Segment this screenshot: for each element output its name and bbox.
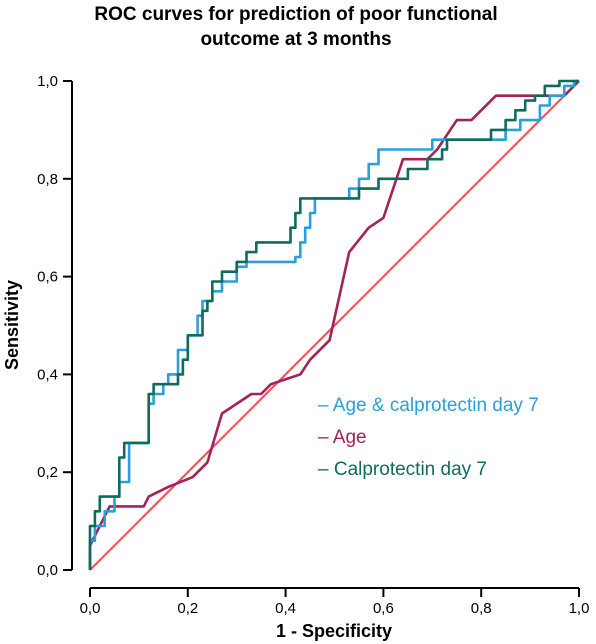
legend-entry-2: – Calprotectin day 7 (318, 459, 487, 480)
legend-entry-0: – Age & calprotectin day 7 (318, 395, 539, 416)
legend-label: Age (329, 427, 367, 448)
x-tick-label: 0,2 (177, 600, 198, 617)
x-tick-label: 0,6 (373, 600, 394, 617)
x-tick-label: 0,8 (471, 600, 492, 617)
x-tick-label: 1,0 (569, 600, 590, 617)
y-tick-label: 0,2 (37, 464, 58, 481)
y-axis-ticks: 0,0 0,2 0,4 0,6 0,8 1,0 (37, 73, 72, 579)
legend-marker: – (318, 395, 329, 416)
chart-title-line-2: outcome at 3 months (200, 29, 391, 50)
legend-marker: – (318, 459, 329, 480)
x-tick-label: 0,0 (80, 600, 101, 617)
x-axis-ticks: 0,0 0,2 0,4 0,6 0,8 1,0 (80, 588, 590, 617)
series-line-1 (88, 80, 580, 570)
y-tick-label: 0,0 (37, 562, 58, 579)
chart-title-line-1: ROC curves for prediction of poor functi… (94, 4, 497, 25)
legend-marker: – (318, 427, 329, 448)
x-tick-label: 0,4 (275, 600, 296, 617)
legend: – Age & calprotectin day 7– Age– Calprot… (318, 395, 539, 480)
y-tick-label: 0,8 (37, 171, 58, 188)
legend-label: Age & calprotectin day 7 (329, 395, 539, 416)
reference-diagonal-line (89, 80, 580, 571)
legend-label: Calprotectin day 7 (329, 459, 487, 480)
legend-entry-1: – Age (318, 427, 367, 448)
y-tick-label: 1,0 (37, 73, 58, 90)
y-axis-label: Sensitivity (2, 280, 22, 370)
y-tick-label: 0,6 (37, 269, 58, 286)
x-axis-label: 1 - Specificity (276, 621, 392, 641)
plot-area (88, 79, 580, 571)
y-tick-label: 0,4 (37, 366, 58, 383)
series-line-2 (88, 79, 579, 570)
